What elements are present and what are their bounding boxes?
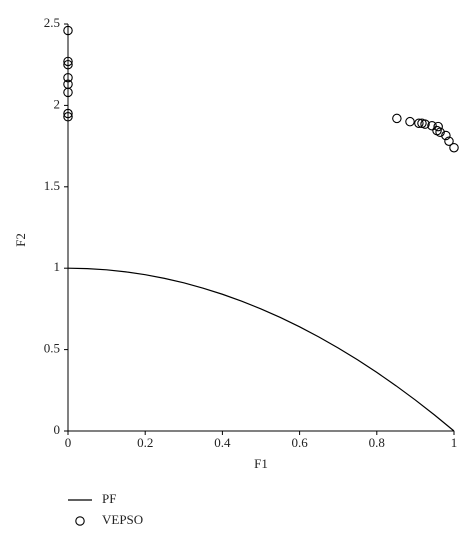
x-tick-label: 0 xyxy=(65,435,72,450)
point xyxy=(449,142,459,153)
point xyxy=(63,56,73,67)
y-tick-label: 0.5 xyxy=(44,341,60,356)
point xyxy=(63,112,73,122)
point xyxy=(63,72,73,83)
y-tick-label: 1 xyxy=(54,259,61,274)
y-tick-label: 0 xyxy=(54,422,61,437)
y-tick-label: 2.5 xyxy=(44,15,60,30)
point xyxy=(63,87,73,98)
y-axis-label: F2 xyxy=(13,233,28,247)
point xyxy=(441,130,451,141)
legend-label: VEPSO xyxy=(102,512,143,527)
point xyxy=(63,25,73,36)
pf-line xyxy=(67,267,455,432)
legend-marker xyxy=(75,516,85,526)
point xyxy=(427,121,437,131)
point xyxy=(444,136,454,146)
y-tick-label: 2 xyxy=(54,96,61,111)
point xyxy=(63,59,73,70)
point xyxy=(63,108,73,119)
point xyxy=(405,116,415,127)
x-tick-label: 0.6 xyxy=(291,435,308,450)
x-axis-label: F1 xyxy=(254,456,268,471)
point xyxy=(392,113,402,124)
point xyxy=(435,127,445,138)
legend-label: PF xyxy=(102,491,116,506)
x-tick-label: 0.8 xyxy=(369,435,385,450)
point xyxy=(433,121,443,132)
x-tick-label: 0.4 xyxy=(214,435,231,450)
x-tick-label: 1 xyxy=(451,435,458,450)
point xyxy=(414,118,424,129)
x-tick-label: 0.2 xyxy=(137,435,153,450)
y-tick-label: 1.5 xyxy=(44,178,60,193)
point xyxy=(420,119,430,129)
